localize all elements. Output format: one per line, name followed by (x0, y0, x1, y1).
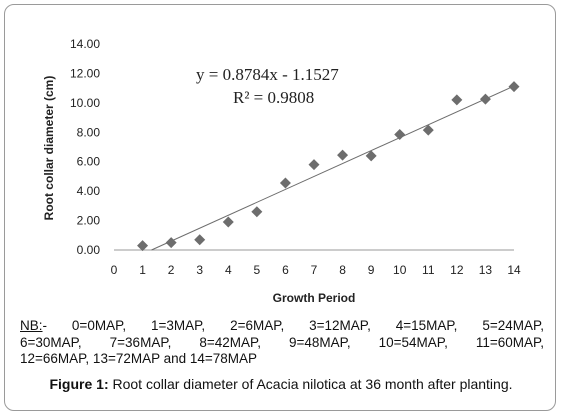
x-tick-label: 12 (450, 263, 464, 277)
y-tick-label: 14.00 (70, 37, 100, 51)
data-point-marker (337, 149, 349, 161)
data-point-marker (394, 128, 406, 140)
linear-trendline (151, 85, 515, 251)
data-point-marker (308, 159, 320, 171)
data-point-marker (279, 177, 291, 189)
x-axis-ticks: 0 1 2 3 4 5 6 7 8 9 10 11 12 13 14 (111, 263, 521, 277)
trendline-equation: y = 0.8784x - 1.1527 (196, 65, 339, 84)
x-tick-label: 2 (168, 263, 175, 277)
x-tick-label: 13 (479, 263, 493, 277)
x-axis-title: Growth Period (273, 291, 356, 305)
y-tick-label: 2.00 (77, 214, 101, 228)
x-tick-label: 3 (196, 263, 203, 277)
x-tick-label: 5 (254, 263, 261, 277)
data-point-marker (508, 81, 520, 93)
data-point-marker (451, 94, 463, 106)
figure-label: Figure 1: (49, 376, 109, 392)
x-tick-label: 7 (311, 263, 318, 277)
y-axis-ticks: 0.00 2.00 4.00 6.00 8.00 10.00 12.00 14.00 (70, 37, 100, 257)
note-line-1: NB:- 0=0MAP, 1=3MAP, 2=6MAP, 3=12MAP, 4=… (20, 318, 544, 335)
y-tick-label: 6.00 (77, 155, 101, 169)
nb-label: NB: (20, 318, 43, 333)
y-axis-title: Root collar diameter (cm) (42, 76, 56, 221)
abbreviation-note: NB:- 0=0MAP, 1=3MAP, 2=6MAP, 3=12MAP, 4=… (20, 318, 544, 368)
y-tick-label: 4.00 (77, 184, 101, 198)
figure-caption-text: Root collar diameter of Acacia nilotica … (108, 376, 513, 392)
data-point-marker (365, 150, 377, 162)
x-tick-label: 4 (225, 263, 232, 277)
x-tick-label: 9 (368, 263, 375, 277)
x-tick-label: 11 (422, 263, 435, 277)
data-point-marker (251, 206, 263, 218)
r-squared-label: R² = 0.9808 (233, 88, 314, 107)
note-line-3: 12=66MAP, 13=72MAP and 14=78MAP (20, 351, 258, 366)
data-point-marker (165, 237, 177, 249)
x-tick-label: 6 (282, 263, 289, 277)
y-tick-label: 0.00 (77, 243, 101, 257)
y-tick-label: 10.00 (70, 96, 100, 110)
note-line-1-text: - 0=0MAP, 1=3MAP, 2=6MAP, 3=12MAP, 4=15M… (42, 318, 544, 333)
y-tick-label: 12.00 (70, 66, 100, 80)
trendline-group (151, 85, 515, 251)
x-tick-label: 1 (139, 263, 146, 277)
x-tick-label: 10 (393, 263, 407, 277)
figure-frame (4, 4, 556, 411)
x-tick-label: 0 (111, 263, 118, 277)
data-point-marker (479, 93, 491, 105)
y-tick-label: 8.00 (77, 125, 101, 139)
figure-caption: Figure 1: Root collar diameter of Acacia… (0, 376, 562, 392)
data-point-marker (137, 240, 149, 252)
data-point-marker (194, 234, 206, 246)
data-point-marker (422, 124, 434, 136)
data-points (137, 81, 520, 252)
note-line-2: 6=30MAP, 7=36MAP, 8=42MAP, 9=48MAP, 10=5… (20, 334, 544, 350)
x-tick-label: 14 (507, 263, 521, 277)
data-point-marker (222, 216, 234, 228)
x-tick-label: 8 (339, 263, 346, 277)
